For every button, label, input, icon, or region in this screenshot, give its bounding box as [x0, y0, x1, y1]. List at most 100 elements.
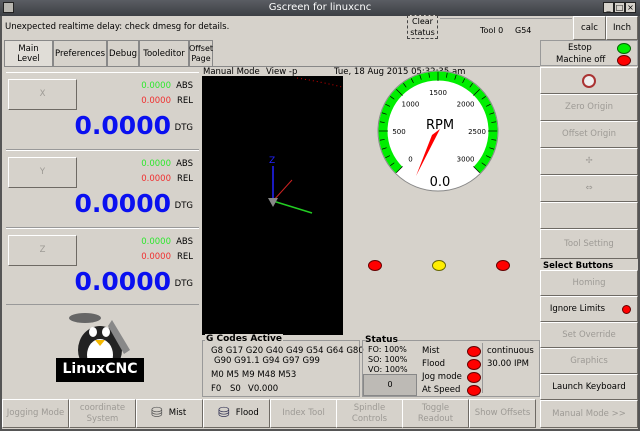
jog-increment-button[interactable]: ⇔: [540, 175, 638, 202]
zero-origin-button[interactable]: Zero Origin: [540, 94, 638, 121]
ignore-limits-label: Ignore Limits: [549, 303, 606, 314]
coord-system-readout: G54: [515, 26, 532, 35]
estop-button[interactable]: [540, 67, 638, 94]
at-speed-label: At Speed: [422, 385, 461, 395]
gauge-tick: [396, 89, 403, 96]
calc-button[interactable]: calc: [573, 16, 606, 40]
graphics-datetime: Tue, 18 Aug 2015 05:32:35 am: [334, 67, 466, 77]
gauge-tick: [385, 103, 391, 107]
jog-rate: 30.00 IPM: [487, 359, 530, 369]
graphics-button[interactable]: Graphics: [540, 348, 638, 374]
feed-readout: F0: [211, 384, 222, 394]
jog-icon-button[interactable]: ✢: [540, 148, 638, 175]
ignore-limits-led: [621, 304, 631, 314]
gauge-tick: [379, 139, 385, 141]
jog-mode-led: [467, 372, 481, 383]
at-speed-led: [467, 385, 481, 396]
rel-label: REL: [176, 174, 193, 184]
flood-icon: ⛁: [218, 405, 230, 421]
tab-tooleditor[interactable]: Tooleditor: [139, 40, 189, 66]
abs-label: ABS: [176, 81, 193, 91]
launch-keyboard-button[interactable]: Launch Keyboard: [540, 374, 638, 400]
dtg-label: DTG: [174, 123, 193, 133]
gauge-tick: [491, 121, 497, 123]
power-icon: [582, 73, 596, 88]
x-abs: 0.0000: [141, 81, 171, 91]
gauge-tick: [462, 78, 466, 84]
rel-label: REL: [176, 96, 193, 106]
graphics-mode: Manual Mode: [203, 67, 260, 77]
axis-z-button[interactable]: Z: [8, 235, 77, 266]
spindle-controls-button[interactable]: Spindle Controls: [336, 399, 403, 428]
gauge-tick-label: 3000: [457, 156, 475, 164]
gauge-tick: [481, 162, 486, 166]
gauge-tick: [489, 112, 495, 115]
gauge-tick: [390, 162, 395, 166]
tool-setting-button[interactable]: Tool Setting: [540, 229, 638, 259]
linuxcnc-logo: LinuxCNC: [50, 310, 150, 385]
jog-type: continuous: [487, 346, 534, 356]
close-button[interactable]: ×: [625, 2, 636, 13]
tool-readout: Tool 0: [480, 26, 504, 35]
estop-led: [617, 43, 631, 54]
clear-status-button[interactable]: Clear status: [407, 15, 438, 39]
jog-mode-label: Jog mode: [422, 372, 462, 382]
units-button[interactable]: Inch: [606, 16, 638, 40]
indicator-led-3: [496, 260, 510, 271]
toggle-readout-button[interactable]: Toggle Readout: [402, 399, 469, 428]
maximize-button[interactable]: □: [614, 2, 625, 13]
indicator-led-1: [368, 260, 382, 271]
minimize-button[interactable]: _: [603, 2, 614, 13]
rel-label: REL: [176, 252, 193, 262]
set-override-button[interactable]: Set Override: [540, 322, 638, 348]
homing-button[interactable]: Homing: [540, 270, 638, 296]
flood-button[interactable]: ⛁ Flood: [203, 399, 270, 428]
logo-text: LinuxCNC: [62, 361, 138, 377]
axis-y-button[interactable]: Y: [8, 157, 77, 188]
estop-label: Estop: [568, 43, 592, 53]
gauge-tick-label: 500: [392, 128, 405, 136]
gauge-tick: [473, 166, 480, 173]
dtg-label: DTG: [174, 279, 193, 289]
status-title: Status: [365, 335, 398, 345]
tab-offset-page[interactable]: Offset Page: [189, 40, 213, 66]
blank-button[interactable]: [540, 202, 638, 229]
gauge-tick: [419, 74, 422, 80]
offset-origin-button[interactable]: Offset Origin: [540, 121, 638, 148]
gauge-tick-label: 2500: [468, 128, 486, 136]
ignore-limits-button[interactable]: Ignore Limits: [540, 296, 638, 322]
window-menu-icon[interactable]: [3, 2, 14, 13]
gauge-label: RPM: [425, 118, 455, 133]
gauge-tick: [396, 166, 403, 173]
gauge-tick: [410, 78, 414, 84]
mcodes: M0 M5 M9 M48 M53: [211, 370, 297, 380]
tab-preferences[interactable]: Preferences: [53, 40, 107, 66]
select-buttons-title: Select Buttons: [543, 261, 614, 271]
coordinate-system-button[interactable]: coordinate System: [69, 399, 136, 428]
machine-state-label: Machine off: [556, 55, 606, 65]
axis-x-button[interactable]: X: [8, 79, 77, 110]
title-bar: Gscreen for linuxcnc _ □ ×: [0, 0, 640, 16]
manual-mode-button[interactable]: Manual Mode >>: [540, 400, 638, 428]
gauge-tick: [379, 121, 385, 123]
velocity-override: VO: 100%: [368, 365, 408, 374]
show-offsets-button[interactable]: Show Offsets: [469, 399, 536, 428]
gcodes-title: G Codes Active: [205, 334, 284, 344]
z-rel: 0.0000: [141, 252, 171, 262]
index-tool-button[interactable]: Index Tool: [270, 399, 337, 428]
flood-label: Flood: [422, 359, 446, 369]
gauge-needle: [416, 129, 440, 176]
gauge-tick: [489, 147, 495, 150]
status-message: Unexpected realtime delay: check dmesg f…: [5, 22, 230, 32]
abs-label: ABS: [176, 237, 193, 247]
spindle-override: SO: 100%: [368, 355, 408, 364]
flood-led: [467, 359, 481, 370]
tab-debug[interactable]: Debug: [107, 40, 139, 66]
toolpath-preview[interactable]: Z: [202, 76, 343, 335]
jogging-mode-button[interactable]: Jogging Mode: [2, 399, 69, 428]
tab-main-level[interactable]: Main Level: [4, 40, 53, 66]
machine-led: [617, 55, 631, 66]
feed-override: FO: 100%: [368, 345, 407, 354]
mist-button[interactable]: ⛁ Mist: [136, 399, 203, 428]
gauge-tick-label: 2000: [457, 100, 475, 108]
